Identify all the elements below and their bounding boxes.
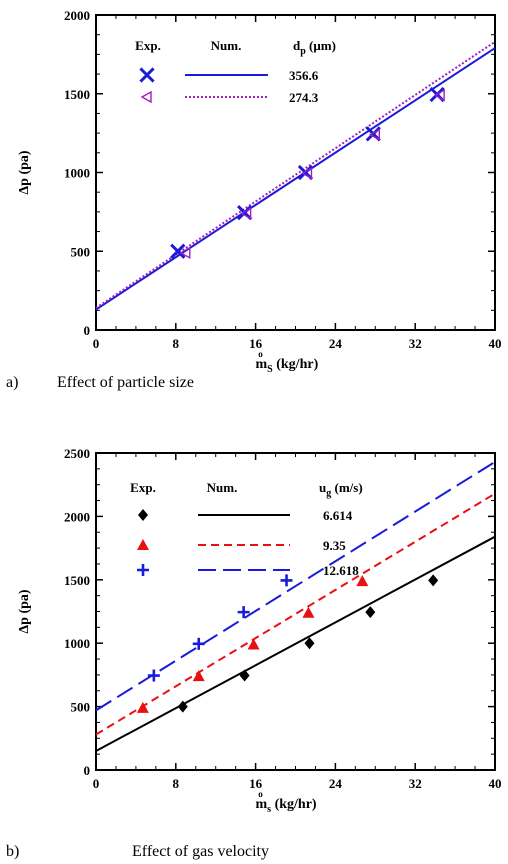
legend-exp-header: Exp. (130, 480, 156, 495)
x-tick-label: 40 (489, 336, 502, 351)
data-point-274.3 (433, 89, 445, 102)
x-tick-label: 8 (173, 776, 180, 791)
legend-param-unit: (m/s) (331, 480, 362, 495)
series-line-12.618 (95, 461, 496, 712)
y-axis-label: Δp (pa) (17, 589, 32, 634)
plot-frame (95, 14, 496, 331)
x-axis-label-unit: (kg/hr) (271, 797, 317, 812)
legend-marker-6.614 (138, 509, 148, 521)
data-point-12.618 (280, 574, 293, 587)
legend-marker-356.6 (139, 67, 155, 83)
x-tick-label: 24 (329, 776, 343, 791)
caption-text: Effect of particle size (57, 374, 194, 391)
legend-param-header: ug (m/s) (319, 480, 363, 499)
x-tick-label: 32 (409, 776, 422, 791)
x-tick-label: 8 (173, 336, 180, 351)
data-point-9.35 (356, 575, 369, 587)
data-point-6.614 (239, 669, 250, 682)
data-point-9.35 (192, 670, 205, 682)
x-axis-label: ms (kg/hr) (256, 797, 317, 815)
legend-param-unit: (μm) (306, 38, 336, 53)
x-axis-label: mS (kg/hr) (256, 357, 319, 375)
data-point-9.35 (136, 701, 149, 713)
x-tick-label: 32 (409, 336, 422, 351)
legend-param-symbol: u (319, 480, 326, 495)
y-tick-label: 500 (71, 244, 91, 259)
x-tick-label: 24 (329, 336, 343, 351)
data-point-6.614 (304, 637, 315, 650)
chart-b: 0 8 16 24 32 40 0 500 1000 1500 2000 2500 Exp. Num. ug… (6, 446, 502, 860)
data-point-274.3 (368, 128, 380, 141)
legend-param-subscript: g (326, 488, 331, 499)
x-axis-label-subscript: s (267, 804, 271, 815)
x-tick-label: 16 (249, 336, 263, 351)
x-axis-label-symbol: m (256, 797, 268, 812)
y-tick-label: 0 (84, 763, 91, 778)
data-point-12.618 (192, 637, 205, 650)
data-point-6.614 (428, 574, 439, 587)
data-point-12.618 (237, 606, 250, 619)
x-tick-label: 40 (489, 776, 502, 791)
series-line-6.614 (95, 535, 496, 752)
data-point-9.35 (247, 638, 260, 650)
series-line-356.6 (95, 47, 496, 311)
y-tick-label: 1500 (64, 87, 90, 102)
y-tick-label: 2000 (64, 8, 90, 23)
legend-param-header: dp (μm) (293, 38, 336, 57)
chart-a: 0 8 16 24 32 40 0 500 1000 1500 2000 Exp. Num. dp (μm… (6, 8, 502, 391)
y-tick-label: 1000 (64, 166, 90, 181)
data-point-274.3 (179, 246, 191, 260)
y-axis-label: Δp (pa) (17, 150, 32, 195)
x-tick-label: 0 (93, 776, 100, 791)
caption-letter: b) (6, 843, 19, 860)
y-tick-label: 2000 (64, 509, 90, 524)
data-point-274.3 (301, 167, 313, 180)
x-tick-label: 16 (249, 776, 263, 791)
x-axis-label-overmark: o (258, 349, 263, 359)
data-point-12.618 (147, 669, 160, 682)
y-tick-label: 500 (71, 700, 91, 715)
legend-exp-header: Exp. (135, 38, 161, 53)
data-point-274.3 (240, 207, 252, 220)
legend-param-subscript: p (300, 46, 306, 57)
y-tick-label: 1500 (64, 573, 90, 588)
caption-letter: a) (6, 374, 18, 391)
y-tick-label: 1000 (64, 636, 90, 651)
legend-num-header: Num. (207, 480, 238, 495)
legend-value: 6.614 (323, 508, 353, 523)
legend-value: 274.3 (289, 90, 319, 105)
legend-marker-12.618 (137, 564, 149, 576)
data-point-6.614 (365, 606, 376, 619)
legend-value: 9.35 (323, 538, 346, 553)
y-tick-label: 2500 (64, 446, 90, 461)
x-axis-label-symbol: m (256, 357, 268, 372)
legend-num-header: Num. (211, 38, 242, 53)
legend-marker-274.3 (140, 90, 152, 104)
series-line-9.35 (95, 492, 496, 736)
plot-frame (95, 452, 496, 771)
data-point-6.614 (177, 700, 188, 713)
legend-value: 12.618 (323, 563, 359, 578)
legend-param-symbol: d (293, 38, 301, 53)
x-tick-label: 0 (93, 336, 100, 351)
data-point-356.6 (170, 243, 186, 259)
legend-marker-9.35 (137, 539, 149, 550)
legend-value: 356.6 (289, 68, 319, 83)
x-axis-label-unit: (kg/hr) (273, 357, 319, 372)
x-axis-label-overmark: o (258, 789, 263, 799)
y-tick-label: 0 (84, 323, 91, 338)
x-axis-label-subscript: S (267, 364, 273, 375)
caption-text: Effect of gas velocity (132, 843, 269, 860)
data-point-9.35 (302, 606, 315, 618)
